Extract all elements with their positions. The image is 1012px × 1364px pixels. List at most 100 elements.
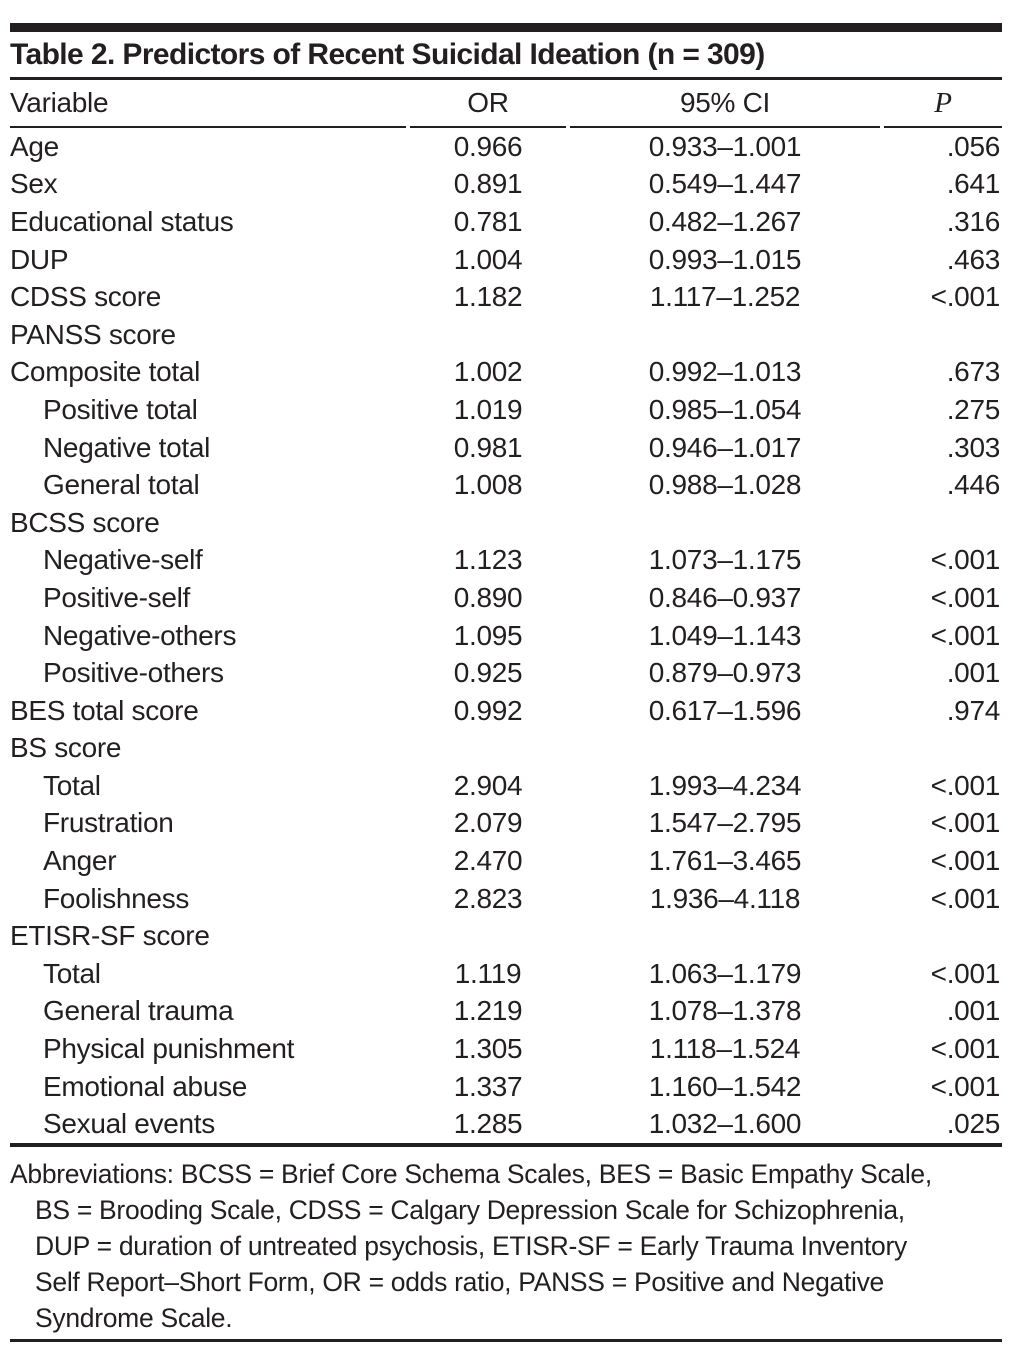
ci-cell: 1.117–1.252 — [649, 281, 801, 313]
ci-cell: 0.946–1.017 — [648, 431, 802, 463]
p-cell: <.001 — [930, 1070, 1001, 1102]
table-row: Composite total 1.002 0.992–1.013 .673 — [10, 354, 1002, 392]
variable-cell: PANSS score — [10, 318, 176, 350]
p-cell: <.001 — [930, 845, 1001, 877]
table-row: Positive total 1.019 0.985–1.054 .275 — [10, 391, 1002, 429]
column-header-p: P — [884, 80, 1002, 128]
table-row: Sexual events 1.285 1.032–1.600 .025 — [10, 1105, 1002, 1143]
p-cell: .303 — [946, 431, 1001, 463]
p-cell — [884, 730, 1002, 768]
table-row: Educational status 0.781 0.482–1.267 .31… — [10, 203, 1002, 241]
ci-cell: 1.049–1.143 — [648, 619, 802, 651]
p-cell: <.001 — [930, 769, 1001, 801]
table-row: Total 1.119 1.063–1.179 <.001 — [10, 955, 1002, 993]
table-row: Anger 2.470 1.761–3.465 <.001 — [10, 842, 1002, 880]
table-row: Physical punishment 1.305 1.118–1.524 <.… — [10, 1030, 1002, 1068]
or-cell: 2.904 — [453, 769, 523, 801]
variable-cell: Positive total — [43, 393, 198, 425]
variable-cell: Negative-self — [43, 544, 203, 576]
table-row: DUP 1.004 0.993–1.015 .463 — [10, 241, 1002, 279]
variable-cell: Frustration — [43, 807, 174, 839]
table-row: Negative-self 1.123 1.073–1.175 <.001 — [10, 542, 1002, 580]
p-cell — [884, 316, 1002, 354]
ci-cell: 0.993–1.015 — [648, 243, 802, 275]
variable-cell: Total — [43, 957, 101, 989]
column-header-or: OR — [410, 80, 566, 128]
or-cell: 1.305 — [453, 1033, 523, 1065]
p-cell: .974 — [946, 694, 1001, 726]
p-cell: <.001 — [930, 957, 1001, 989]
variable-cell: Positive-self — [43, 581, 191, 613]
footnote-line: Self Report–Short Form, OR = odds ratio,… — [35, 1267, 884, 1298]
table-row: Negative-others 1.095 1.049–1.143 <.001 — [10, 617, 1002, 655]
table-row: General trauma 1.219 1.078–1.378 .001 — [10, 993, 1002, 1031]
or-cell: 0.981 — [453, 431, 523, 463]
or-cell: 2.823 — [453, 882, 523, 914]
p-cell: <.001 — [930, 882, 1001, 914]
table-header: Variable OR 95% CI P — [10, 80, 1002, 128]
or-cell: 1.119 — [454, 957, 522, 989]
p-cell: .275 — [946, 393, 1001, 425]
variable-cell: Total — [43, 769, 101, 801]
or-cell — [410, 730, 566, 768]
or-cell: 0.966 — [453, 130, 523, 162]
variable-cell: Negative total — [43, 431, 211, 463]
ci-cell: 0.617–1.596 — [648, 694, 802, 726]
title-divider-rule — [10, 77, 1002, 80]
p-cell: .001 — [946, 995, 1001, 1027]
or-cell: 0.925 — [453, 657, 523, 689]
p-cell: .316 — [946, 205, 1001, 237]
variable-cell: BCSS score — [10, 506, 160, 538]
variable-cell: Sex — [10, 168, 58, 200]
table-row: BS score — [10, 730, 1002, 768]
header-row: Variable OR 95% CI P — [10, 80, 1002, 128]
table-row: BES total score 0.992 0.617–1.596 .974 — [10, 692, 1002, 730]
variable-cell: DUP — [10, 243, 69, 275]
ci-cell — [570, 917, 880, 955]
variable-cell: General total — [43, 469, 200, 501]
or-cell: 1.095 — [453, 619, 523, 651]
or-cell: 1.008 — [453, 469, 523, 501]
ci-cell: 0.933–1.001 — [648, 130, 802, 162]
bottom-rule — [10, 1339, 1002, 1343]
or-cell: 1.182 — [453, 281, 523, 313]
p-cell — [884, 504, 1002, 542]
table-row: Negative total 0.981 0.946–1.017 .303 — [10, 429, 1002, 467]
table-row: CDSS score 1.182 1.117–1.252 <.001 — [10, 278, 1002, 316]
p-cell: .056 — [946, 130, 1001, 162]
ci-cell: 1.073–1.175 — [648, 544, 802, 576]
table-row: Foolishness 2.823 1.936–4.118 <.001 — [10, 880, 1002, 918]
ci-cell: 0.482–1.267 — [648, 205, 802, 237]
or-cell: 0.781 — [453, 205, 523, 237]
ci-cell: 1.993–4.234 — [648, 769, 802, 801]
p-cell: .001 — [946, 657, 1001, 689]
footnote-divider-rule — [10, 1143, 1002, 1148]
p-cell: .641 — [946, 168, 1001, 200]
p-cell: .463 — [946, 243, 1001, 275]
or-cell: 1.123 — [453, 544, 523, 576]
table-row: Sex 0.891 0.549–1.447 .641 — [10, 166, 1002, 204]
p-cell: <.001 — [930, 581, 1001, 613]
p-cell: <.001 — [930, 544, 1001, 576]
or-cell: 0.992 — [453, 694, 523, 726]
p-cell: <.001 — [930, 281, 1001, 313]
ci-cell: 0.985–1.054 — [648, 393, 802, 425]
table-row: Emotional abuse 1.337 1.160–1.542 <.001 — [10, 1068, 1002, 1106]
ci-cell: 1.761–3.465 — [648, 845, 802, 877]
ci-cell: 1.063–1.179 — [648, 957, 802, 989]
ci-cell — [570, 316, 880, 354]
ci-cell: 1.547–2.795 — [648, 807, 802, 839]
ci-cell: 0.879–0.973 — [648, 657, 802, 689]
or-cell: 1.337 — [453, 1070, 523, 1102]
or-cell: 2.079 — [453, 807, 523, 839]
or-cell: 1.004 — [453, 243, 523, 275]
or-cell — [410, 917, 566, 955]
variable-cell: Positive-others — [43, 657, 224, 689]
or-cell: 2.470 — [453, 845, 523, 877]
ci-cell: 1.118–1.524 — [649, 1033, 801, 1065]
or-cell: 0.890 — [453, 581, 523, 613]
variable-cell: Educational status — [10, 205, 234, 237]
ci-cell: 0.846–0.937 — [648, 581, 802, 613]
footnote-line: DUP = duration of untreated psychosis, E… — [35, 1231, 907, 1262]
table-row: PANSS score — [10, 316, 1002, 354]
